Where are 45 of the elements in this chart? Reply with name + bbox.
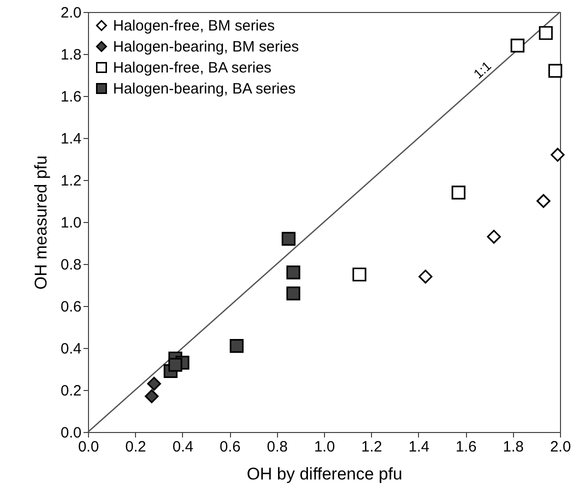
y-tick-label: 0.8 [60, 256, 82, 274]
y-tick-label: 0.2 [60, 382, 82, 400]
legend-label: Halogen-free, BM series [113, 18, 275, 34]
y-tick-label: 0.0 [60, 424, 82, 442]
point [282, 232, 296, 246]
y-tick-label: 0.6 [60, 298, 82, 316]
y-tick-label: 1.0 [60, 214, 82, 232]
point [168, 358, 182, 372]
point [418, 270, 432, 284]
x-tick-label: 1.2 [361, 438, 382, 456]
x-tick-label: 0.0 [78, 438, 99, 456]
point [550, 148, 565, 162]
y-tick-label: 1.8 [60, 46, 82, 64]
x-tick-label: 0.2 [125, 438, 146, 456]
x-tick-label: 1.4 [408, 438, 430, 456]
point [486, 230, 501, 244]
x-tick-label: 0.4 [172, 438, 194, 456]
point [286, 265, 300, 280]
point [286, 286, 300, 300]
point [548, 64, 562, 78]
x-axis-title: OH by difference pfu [246, 464, 402, 484]
annotation: 1:1 [470, 58, 494, 82]
point [352, 268, 366, 282]
legend-label: Halogen-bearing, BA series [113, 80, 296, 98]
y-axis-title: OH measured pfu [32, 155, 51, 290]
point [510, 38, 524, 53]
y-tick-label: 1.2 [60, 172, 82, 190]
point [147, 376, 162, 391]
y-tick-label: 0.4 [60, 340, 82, 358]
point [452, 186, 466, 200]
x-tick-label: 1.6 [456, 438, 477, 456]
y-tick-label: 1.4 [60, 130, 82, 148]
point [230, 338, 244, 353]
x-tick-label: 0.6 [220, 438, 241, 456]
x-tick-label: 0.8 [266, 438, 288, 456]
x-tick-label: 1.8 [502, 438, 524, 456]
x-tick-label: 1.0 [314, 438, 335, 456]
legend-label: Halogen-free, BA series [113, 60, 272, 76]
y-tick-label: 2.0 [60, 4, 82, 22]
point [144, 389, 159, 404]
point [538, 26, 553, 40]
legend-label: Halogen-bearing, BM series [113, 38, 299, 56]
point [536, 194, 550, 208]
x-tick-label: 2.0 [550, 438, 571, 456]
y-tick-label: 1.6 [60, 88, 82, 106]
